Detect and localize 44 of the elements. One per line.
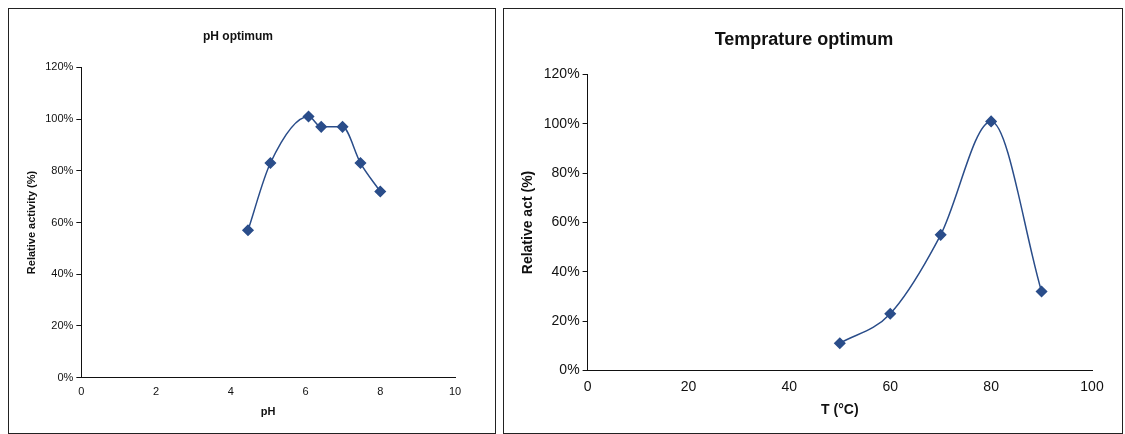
x-tick-label: 20 xyxy=(680,377,697,394)
y-tick-label: 0% xyxy=(559,361,580,378)
point xyxy=(985,115,997,128)
x-tick-label: 2 xyxy=(153,385,160,398)
point xyxy=(242,224,254,237)
x-tick-label: 0 xyxy=(78,385,85,398)
y-tick-label: 80% xyxy=(551,164,580,181)
x-tick-label: 40 xyxy=(781,377,798,394)
x-tick-label: 4 xyxy=(227,385,234,398)
y-tick-label: 120% xyxy=(45,60,74,73)
chart-title: Temprature optimum xyxy=(714,28,894,49)
y-tick-label: 0% xyxy=(57,370,74,383)
point xyxy=(264,157,277,169)
y-tick-label: 60% xyxy=(51,215,74,228)
y-tick-label: 20% xyxy=(551,311,580,328)
y-tick-label: 40% xyxy=(51,267,74,280)
y-axis-title: Relative activity (%) xyxy=(24,170,37,275)
point xyxy=(884,307,896,320)
point xyxy=(1035,285,1048,298)
y-tick-label: 80% xyxy=(51,163,74,176)
x-tick-label: 60 xyxy=(882,377,899,394)
x-axis-title: pH xyxy=(260,405,276,418)
point xyxy=(336,121,349,133)
chart-title: pH optimum xyxy=(203,28,273,43)
x-tick-label: 6 xyxy=(302,385,309,398)
point xyxy=(834,337,846,350)
x-tick-label: 100 xyxy=(1080,377,1104,394)
x-tick-label: 80 xyxy=(983,377,1000,394)
y-tick-label: 100% xyxy=(543,114,580,131)
point xyxy=(302,110,315,123)
point xyxy=(934,229,947,241)
y-tick-label: 100% xyxy=(45,112,74,125)
x-tick-label: 8 xyxy=(377,385,384,398)
x-tick-label: 10 xyxy=(448,385,462,398)
point xyxy=(315,121,327,133)
y-tick-label: 40% xyxy=(551,262,580,279)
x-axis-title: T (°C) xyxy=(821,401,859,418)
y-axis-title: Relative act (%) xyxy=(519,170,536,275)
x-tick-label: 0 xyxy=(583,377,592,394)
y-tick-label: 20% xyxy=(51,318,74,331)
y-tick-label: 120% xyxy=(543,65,580,82)
y-tick-label: 60% xyxy=(551,213,580,230)
point xyxy=(374,185,387,198)
point xyxy=(354,157,367,169)
